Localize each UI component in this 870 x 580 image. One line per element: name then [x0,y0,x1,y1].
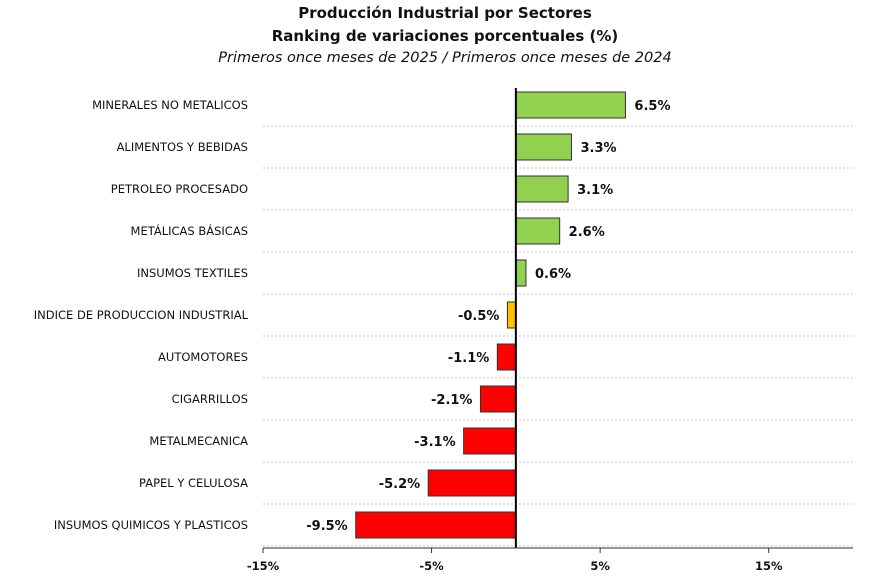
data-label: 3.1% [577,183,613,198]
category-label: ALIMENTOS Y BEBIDAS [117,140,248,154]
x-tick-label: -15% [247,559,280,573]
chart-subtitle: Ranking de variaciones porcentuales (%) [271,27,619,45]
data-label: 2.6% [569,225,605,240]
category-label: PETROLEO PROCESADO [111,182,248,196]
bar-3 [515,217,561,245]
bar-7 [479,385,517,413]
bar-0 [515,91,626,119]
x-tick-label: 5% [590,559,610,573]
data-label: 6.5% [634,99,670,114]
bar-6 [496,343,517,371]
data-label: -3.1% [414,435,455,450]
data-label: -9.5% [306,519,347,534]
data-label: -2.1% [431,393,472,408]
bar-4 [515,259,527,287]
data-label: -5.2% [379,477,420,492]
data-label: 3.3% [580,141,616,156]
category-label: AUTOMOTORES [158,350,248,364]
bar-2 [515,175,569,203]
chart-subtitle-period: Primeros once meses de 2025 / Primeros o… [218,50,672,66]
category-label: METALMECANICA [149,434,248,448]
chart-title: Producción Industrial por Sectores [298,4,592,22]
bar-9 [427,469,517,497]
category-label: INSUMOS QUIMICOS Y PLASTICOS [54,518,248,532]
bar-8 [463,427,517,455]
category-label: INSUMOS TEXTILES [137,266,248,280]
bar-5 [506,301,517,329]
bar-1 [515,133,572,161]
category-label: METÁLICAS BÁSICAS [131,223,248,238]
bar-10 [355,511,517,539]
category-label: INDICE DE PRODUCCION INDUSTRIAL [34,308,249,322]
category-label: PAPEL Y CELULOSA [139,476,248,490]
data-label: -1.1% [448,351,489,366]
category-label: CIGARRILLOS [172,392,248,406]
x-tick-label: 15% [755,559,783,573]
category-label: MINERALES NO METALICOS [92,98,248,112]
data-label: -0.5% [458,309,499,324]
x-tick-label: -5% [419,559,444,573]
data-label: 0.6% [535,267,571,282]
